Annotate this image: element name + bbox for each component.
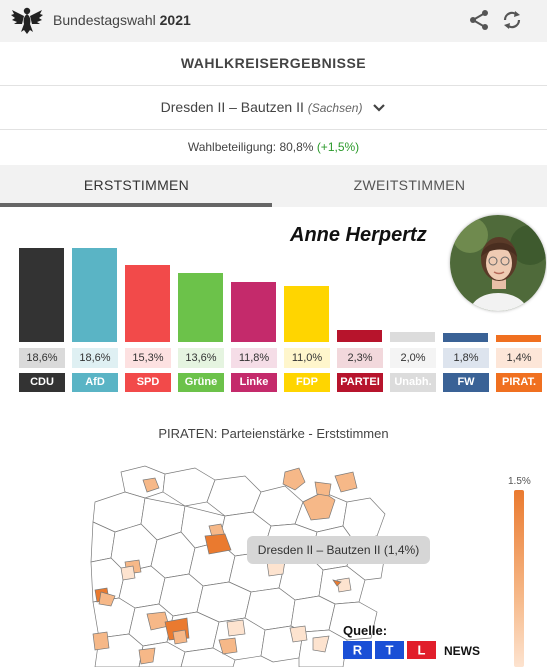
legend-max-label: 1.5% <box>508 476 531 487</box>
app-title: Bundestagswahl 2021 <box>53 12 191 28</box>
bar-unabh[interactable] <box>390 332 435 342</box>
bar-category-label: FDP <box>284 373 330 392</box>
rtl-r-box <box>343 641 372 659</box>
bar-category-label: Grüne <box>178 373 224 392</box>
bar-value-label: 1,4% <box>496 348 542 368</box>
bar-category-label: Linke <box>231 373 277 392</box>
top-bar: Bundestagswahl 2021 <box>0 0 547 42</box>
constituency-map[interactable] <box>85 462 490 667</box>
bar-category-label: CDU <box>19 373 65 392</box>
bar-grne[interactable] <box>178 273 223 342</box>
bar-value-label: 15,3% <box>125 348 171 368</box>
district-selector[interactable]: Dresden II – Bautzen II (Sachsen) <box>0 86 547 130</box>
app-title-prefix: Bundestagswahl <box>53 12 156 28</box>
bar-value-label: 1,8% <box>443 348 489 368</box>
bar-fw[interactable] <box>443 333 488 342</box>
bar-category-label: Unabh. <box>390 373 436 392</box>
rtl-l-box <box>407 641 436 659</box>
bar-category-label: AfD <box>72 373 118 392</box>
section-title: WAHLKREISERGEBNISSE <box>0 42 547 86</box>
bar-category-label: PIRAT. <box>496 373 542 392</box>
bar-value-label: 11,0% <box>284 348 330 368</box>
refresh-icon[interactable] <box>500 8 524 32</box>
active-tab-indicator <box>0 203 272 207</box>
chevron-down-icon <box>373 104 386 112</box>
bar-category-label: FW <box>443 373 489 392</box>
candidate-name: Anne Herpertz <box>290 224 427 246</box>
bar-value-label: 13,6% <box>178 348 224 368</box>
tab-zweitstimmen[interactable]: ZWEITSTIMMEN <box>353 177 466 193</box>
bar-value-label: 11,8% <box>231 348 277 368</box>
district-state: (Sachsen) <box>307 101 363 115</box>
bar-afd[interactable] <box>72 248 117 342</box>
bar-value-label: 2,0% <box>390 348 436 368</box>
rtl-r-letter: R <box>353 643 363 658</box>
bar-linke[interactable] <box>231 282 276 342</box>
bar-value-label: 2,3% <box>337 348 383 368</box>
bar-pirat[interactable] <box>496 335 541 342</box>
bar-category-label: PARTEI <box>337 373 383 392</box>
district-name: Dresden II – Bautzen II <box>160 99 304 115</box>
bar-cdu[interactable] <box>19 248 64 342</box>
bar-category-label: SPD <box>125 373 171 392</box>
rtl-t-box <box>375 641 404 659</box>
bar-value-label: 18,6% <box>19 348 65 368</box>
rtl-news-label: NEWS <box>444 644 480 658</box>
bar-partei[interactable] <box>337 330 382 342</box>
turnout-info: Wahlbeteiligung: 80,8% (+1,5%) <box>0 130 547 164</box>
turnout-label: Wahlbeteiligung: 80,8% <box>187 140 314 154</box>
legend-color-scale <box>514 490 524 667</box>
rtl-t-letter: T <box>386 643 394 658</box>
tab-erststimmen[interactable]: ERSTSTIMMEN <box>83 177 190 193</box>
map-title: PIRATEN: Parteienstärke - Erststimmen <box>158 426 389 441</box>
bar-fdp[interactable] <box>284 286 329 342</box>
source-label: Quelle: <box>343 623 388 638</box>
app-title-year: 2021 <box>159 12 191 28</box>
map-tooltip: Dresden II – Bautzen II (1,4%) <box>247 536 430 564</box>
tab-bar: ERSTSTIMMEN ZWEITSTIMMEN <box>0 165 547 207</box>
rtl-logo: R T L <box>343 641 436 659</box>
turnout-delta: (+1,5%) <box>316 140 360 154</box>
bar-spd[interactable] <box>125 265 170 342</box>
bar-value-label: 18,6% <box>72 348 118 368</box>
share-icon[interactable] <box>468 9 490 31</box>
eagle-logo-icon <box>11 7 43 34</box>
candidate-photo <box>450 215 546 311</box>
rtl-l-letter: L <box>418 643 426 658</box>
